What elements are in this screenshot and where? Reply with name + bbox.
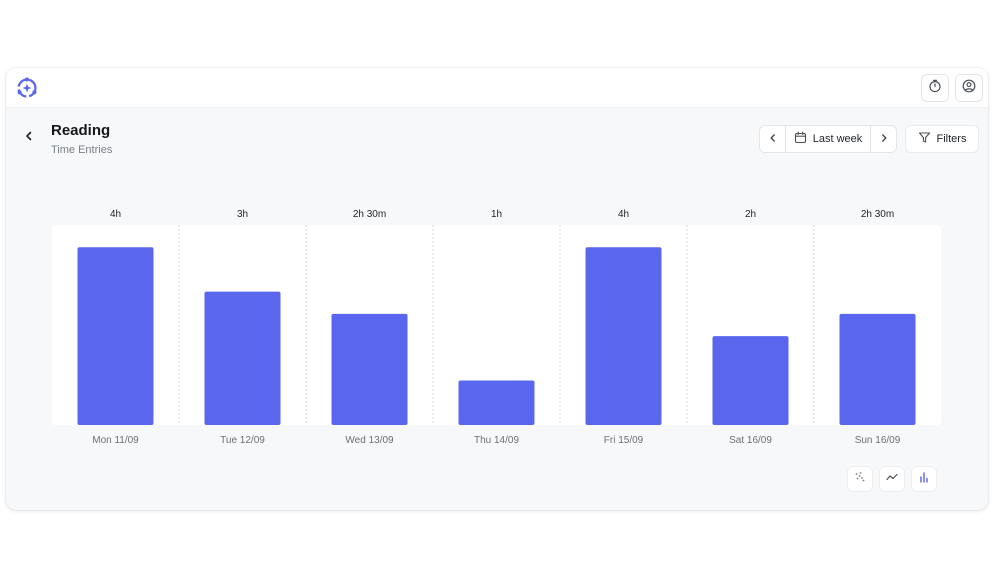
line-view-button[interactable] xyxy=(879,466,905,492)
scatter-view-button[interactable] xyxy=(847,466,873,492)
calendar-icon xyxy=(794,131,807,147)
back-button[interactable] xyxy=(20,129,38,147)
x-tick-label: Thu 14/09 xyxy=(474,435,519,446)
bar-mon-11-09[interactable] xyxy=(77,247,154,425)
filter-icon xyxy=(918,131,931,147)
x-tick-label: Wed 13/09 xyxy=(345,435,394,446)
app-window: Reading Time Entries Last week xyxy=(6,68,988,510)
page-title: Reading xyxy=(51,122,111,139)
chart-category-labels: Mon 11/09 Tue 12/09 Wed 13/09 Thu 14/09 Fri … xyxy=(92,435,900,446)
x-tick-label: Tue 12/09 xyxy=(220,435,265,446)
chart-separators xyxy=(178,225,815,425)
bar-wed-13-09[interactable] xyxy=(331,313,408,425)
x-tick-label: Sun 16/09 xyxy=(855,435,901,446)
x-tick-label: Sat 16/09 xyxy=(729,435,772,446)
line-chart-icon xyxy=(886,470,898,488)
timer-icon xyxy=(928,79,942,98)
bar-value-label: 4h xyxy=(618,209,629,220)
chart-value-labels: 4h 3h 2h 30m 1h 4h 2h 2h 30m xyxy=(110,209,894,220)
bar-tue-12-09[interactable] xyxy=(204,291,281,425)
app-logo-icon[interactable] xyxy=(15,76,39,100)
date-range-label: Last week xyxy=(812,133,863,145)
page-subtitle: Time Entries xyxy=(51,144,113,156)
bar-view-button[interactable] xyxy=(911,466,937,492)
chart-bars xyxy=(77,247,916,425)
x-tick-label: Fri 15/09 xyxy=(604,435,644,446)
bar-fri-15-09[interactable] xyxy=(585,247,662,425)
timer-button[interactable] xyxy=(921,74,949,102)
bar-chart-icon xyxy=(918,470,930,488)
chevron-right-icon xyxy=(879,130,889,148)
bar-value-label: 4h xyxy=(110,209,121,220)
date-range-button[interactable]: Last week xyxy=(786,131,870,147)
previous-period-button[interactable] xyxy=(760,126,786,152)
top-bar xyxy=(6,68,988,108)
bar-value-label: 3h xyxy=(237,209,248,220)
bar-chart: 4h 3h 2h 30m 1h 4h 2h 2h 30m Mon 11/09 Tue 12/0… xyxy=(52,209,941,446)
scatter-chart-icon xyxy=(854,470,866,488)
date-range-navigator: Last week xyxy=(759,125,897,153)
user-icon xyxy=(962,79,976,98)
bar-thu-14-09[interactable] xyxy=(458,380,535,425)
next-period-button[interactable] xyxy=(870,126,896,152)
bar-value-label: 1h xyxy=(491,209,502,220)
filters-label: Filters xyxy=(936,133,967,145)
bar-value-label: 2h 30m xyxy=(861,209,894,220)
x-tick-label: Mon 11/09 xyxy=(92,435,139,446)
chevron-left-icon xyxy=(768,130,778,148)
bar-sat-16-09[interactable] xyxy=(712,336,789,425)
bar-sun-16-09[interactable] xyxy=(839,313,916,425)
profile-button[interactable] xyxy=(955,74,983,102)
bar-value-label: 2h xyxy=(745,209,756,220)
bar-value-label: 2h 30m xyxy=(353,209,386,220)
filters-button[interactable]: Filters xyxy=(905,125,979,153)
chevron-left-icon xyxy=(23,129,35,147)
